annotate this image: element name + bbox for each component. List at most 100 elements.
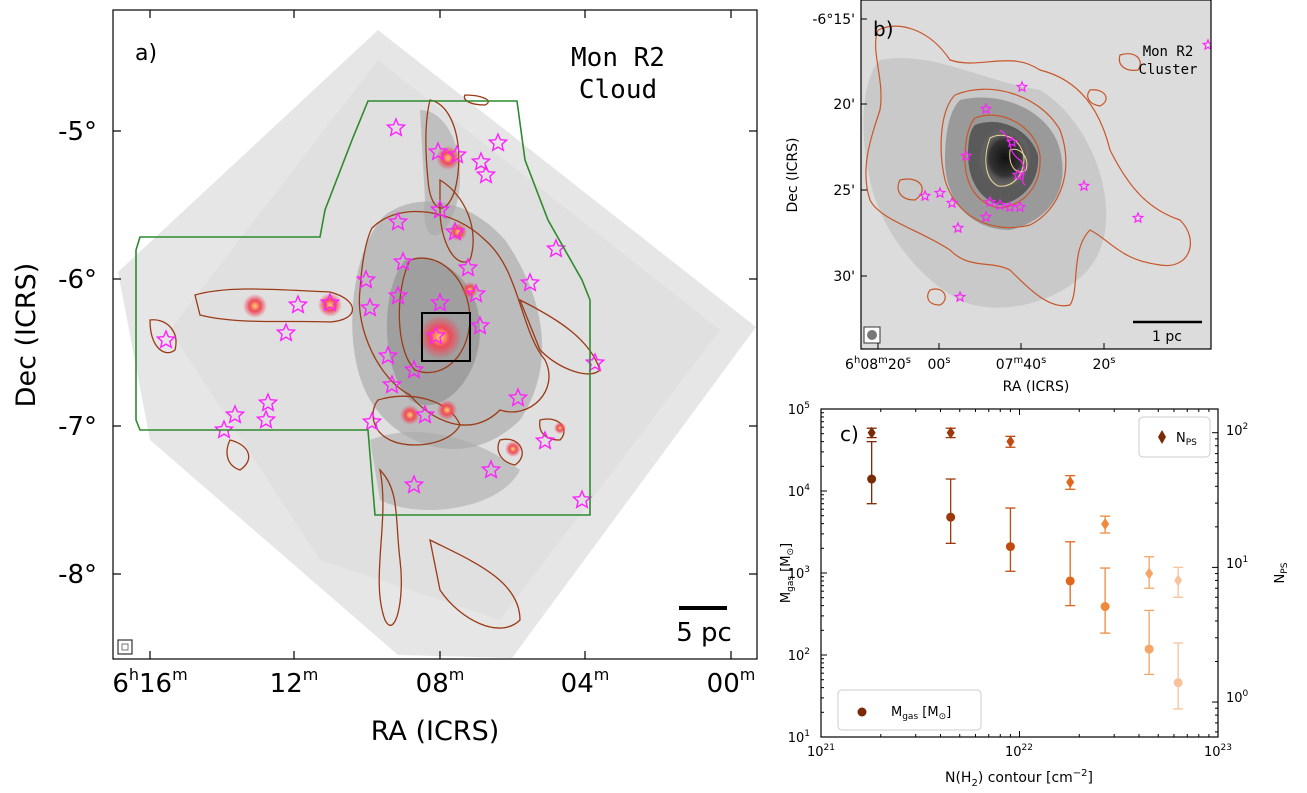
xtick-label: 12m: [270, 665, 319, 699]
panel-b-xticks: 6h08m20s 00s 07m40s 20s: [845, 355, 1115, 373]
mgas-marker: [1005, 542, 1015, 552]
nps-point: [1173, 566, 1184, 598]
panel-a-xlabel: RA (ICRS): [371, 716, 500, 747]
mgas-point: [866, 440, 877, 505]
legend-npsc: NPS: [1138, 416, 1211, 458]
ytick-label: -5°: [58, 117, 97, 147]
panel-b-title-line1: Mon R2: [1143, 44, 1194, 60]
panel-a-title-line1: Mon R2: [571, 43, 665, 73]
xtick-label: 04m: [561, 665, 610, 699]
mgas-point: [1100, 567, 1111, 634]
nps-marker: [1145, 567, 1154, 580]
ytick-label: -6°15': [812, 12, 855, 28]
panel-c-xlabel: N(H2) contour [cm−2]: [945, 768, 1093, 789]
nps-point: [866, 426, 877, 439]
panel-a-frame: [112, 9, 758, 660]
panel-c-ylabel-right: NPS: [1273, 562, 1290, 583]
legend-mgas: Mgas [M⊙]: [837, 689, 982, 731]
panel-b-map: [861, 0, 1211, 349]
nps-marker: [1006, 435, 1015, 448]
mgas-marker: [867, 474, 877, 484]
xtick-label: 1022: [1005, 743, 1033, 760]
xtick-label: 00s: [927, 355, 950, 373]
ytick-label: 20': [833, 97, 855, 113]
panel-c-ylabel-left: Mgas [M⊙]: [779, 543, 796, 603]
xtick-label: 1023: [1204, 743, 1232, 760]
panel-b-xlabel: RA (ICRS): [1003, 379, 1070, 395]
nps-point: [1144, 556, 1155, 589]
panel-c-label: c): [840, 422, 859, 446]
panel-a-label: a): [135, 41, 157, 66]
panel-a-yticks: -5° -6° -7° -8°: [58, 117, 97, 590]
panel-c-ticks: [820, 408, 1218, 738]
panel-c: c) 1021 1022 1023 101 102 103 104 105 10…: [779, 401, 1290, 789]
xtick-label: 1021: [807, 743, 835, 760]
panel-c-marks: [866, 426, 1184, 710]
ytick-label: 101: [1226, 555, 1248, 572]
ytick-label: -7°: [58, 412, 97, 442]
column-density-contours: [149, 94, 601, 629]
ytick-label: 103: [788, 565, 810, 582]
ytick-label: -8°: [58, 560, 97, 590]
nps-marker: [1174, 574, 1183, 587]
ytick-label: 30': [833, 269, 855, 285]
panel-b: b) Mon R2 Cluster 1 pc -6°15' 20' 25' 30…: [785, 0, 1212, 395]
ytick-label: 105: [788, 401, 810, 418]
mgas-marker: [1144, 644, 1154, 654]
beam-a: [117, 639, 133, 655]
scalebar-b-label: 1 pc: [1152, 329, 1182, 345]
nps-marker: [1066, 476, 1075, 489]
legend-mgas-label: Mgas [M⊙]: [891, 705, 951, 722]
panel-c-yticks-left: 101 102 103 104 105: [788, 401, 811, 746]
panel-c-yticks-right: 100 101 102: [1226, 422, 1249, 706]
mgas-point: [945, 478, 956, 544]
panel-b-ticks: [861, 18, 1105, 349]
mgas-point: [1065, 541, 1076, 607]
mgas-marker: [1100, 602, 1110, 612]
xtick-label: 07m40s: [996, 355, 1047, 373]
ytick-label: 101: [788, 729, 810, 746]
ytick-label: -6°: [58, 265, 97, 295]
ytick-label: 102: [1226, 422, 1248, 439]
panel-a-ticks: [113, 10, 757, 659]
panel-a-xticks: 6h16m 12m 08m 04m 00m: [112, 665, 755, 699]
xtick-label: 00m: [707, 665, 756, 699]
panel-c-frame: [820, 408, 1219, 738]
ytick-label: 100: [1226, 689, 1249, 706]
panel-b-contours: [865, 25, 1191, 307]
xtick-label: 6h16m: [112, 665, 187, 699]
panel-b-frame: [860, 0, 1212, 350]
protostar-markers: [155, 117, 606, 509]
legend-npsc-marker: [1158, 430, 1166, 444]
panel-c-xticks: 1021 1022 1023: [807, 743, 1232, 760]
panel-b-title-line2: Cluster: [1138, 62, 1197, 78]
ytick-label: 104: [788, 483, 811, 500]
survey-footprint: [135, 100, 591, 516]
xtick-label: 08m: [416, 665, 465, 699]
xtick-label: 20s: [1092, 355, 1115, 373]
panel-b-label: b): [873, 17, 894, 41]
panel-a-map: [117, 30, 756, 658]
scalebar-a-label: 5 pc: [676, 618, 732, 648]
legend-npsc-label: NPS: [1176, 431, 1197, 448]
panel-b-ylabel: Dec (ICRS): [785, 138, 801, 213]
nps-point: [1005, 435, 1016, 448]
mgas-marker: [1065, 576, 1075, 586]
panel-b-protostars: [918, 38, 1211, 303]
panel-a: a) Mon R2 Cloud 5 pc -5° -6° -7° -8° 6h1…: [11, 9, 758, 747]
nps-marker: [1101, 517, 1110, 530]
mgas-point: [1144, 609, 1155, 676]
nps-marker: [867, 426, 876, 439]
panel-a-ylabel: Dec (ICRS): [11, 263, 42, 408]
ytick-label: 25': [833, 183, 855, 199]
nps-point: [945, 426, 956, 439]
nps-point: [1065, 474, 1076, 490]
mgas-marker: [1173, 678, 1183, 688]
xtick-label: 6h08m20s: [845, 355, 911, 373]
panel-b-yticks: -6°15' 20' 25' 30': [812, 12, 855, 285]
legend-mgas-marker: [857, 707, 867, 717]
mgas-point: [1173, 642, 1184, 710]
nps-point: [1100, 515, 1111, 534]
mgas-point: [1005, 507, 1016, 572]
